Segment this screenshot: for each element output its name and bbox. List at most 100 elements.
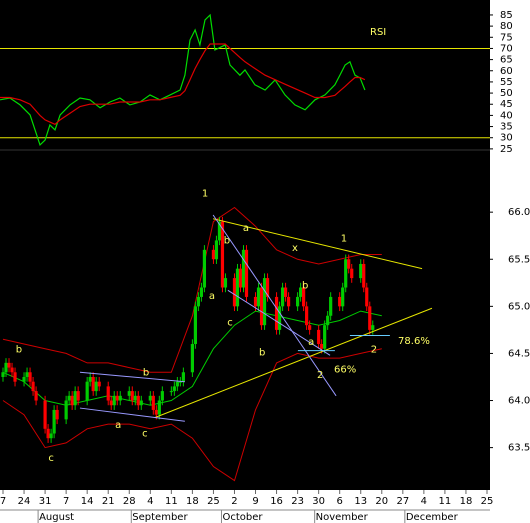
candle-body xyxy=(256,287,261,307)
y-tick-label: 85 xyxy=(500,10,513,21)
x-tick-label: 7 xyxy=(0,496,6,507)
candle-body xyxy=(175,381,179,387)
candle-body xyxy=(371,325,375,330)
month-label: November xyxy=(316,512,369,523)
candle-body xyxy=(112,395,116,406)
y-tick-label: 60 xyxy=(500,66,513,77)
y-tick-label: 65.5 xyxy=(508,254,530,265)
candle-body xyxy=(368,306,372,330)
candle-body xyxy=(350,268,354,279)
band-line xyxy=(2,206,382,373)
x-tick-label: 14 xyxy=(81,496,94,507)
annotation: c xyxy=(142,428,148,439)
x-tick-label: 11 xyxy=(439,496,452,507)
candle-body xyxy=(274,296,279,330)
candle-body xyxy=(265,278,270,297)
candle-body xyxy=(55,409,59,420)
candle-body xyxy=(67,395,71,401)
annotation: 78.6% xyxy=(398,336,430,347)
trend-line xyxy=(212,214,337,397)
x-tick-label: 16 xyxy=(270,496,283,507)
candle-body xyxy=(46,428,50,439)
candle-body xyxy=(133,395,137,401)
candle-body xyxy=(130,391,134,401)
candle-body xyxy=(64,400,68,420)
candle-body xyxy=(178,381,182,383)
annotation: c xyxy=(48,453,54,464)
x-tick-label: 18 xyxy=(186,496,199,507)
candle-body xyxy=(91,376,95,392)
trend-line xyxy=(79,407,185,422)
x-tick-label: 9 xyxy=(252,496,258,507)
panel-title: RSI xyxy=(370,27,386,38)
x-tick-label: 20 xyxy=(375,496,388,507)
candle-body xyxy=(76,391,80,401)
candle-body xyxy=(362,263,366,288)
trend-line xyxy=(79,371,185,383)
candle-body xyxy=(232,278,237,307)
candle-body xyxy=(181,372,185,382)
candle-body xyxy=(238,268,243,288)
candle-body xyxy=(157,400,161,415)
candle-body xyxy=(341,287,345,307)
candle-body xyxy=(154,409,158,415)
rsi-line xyxy=(0,13,366,146)
x-tick-label: 7 xyxy=(63,496,69,507)
candle-body xyxy=(139,400,143,406)
y-tick-label: 50 xyxy=(500,88,513,99)
candle-body xyxy=(308,325,312,330)
candle-body xyxy=(169,391,173,393)
month-label: December xyxy=(406,512,459,523)
trend-line xyxy=(154,307,433,418)
candle-body xyxy=(302,287,306,307)
annotation: a xyxy=(209,291,215,302)
candle-body xyxy=(299,287,303,297)
candle-body xyxy=(317,329,321,345)
band-line xyxy=(2,348,382,482)
annotation: 66% xyxy=(334,364,356,375)
x-tick-label: 25 xyxy=(481,496,494,507)
candle-body xyxy=(97,381,101,387)
y-tick-label: 40 xyxy=(500,110,513,121)
candle-body xyxy=(214,240,219,260)
date-strip xyxy=(0,490,490,523)
y-tick-label: 30 xyxy=(500,133,513,144)
x-tick-label: 25 xyxy=(207,496,220,507)
y-tick-label: 63.5 xyxy=(508,443,530,454)
candle-body xyxy=(70,395,74,406)
annotation: b xyxy=(302,281,308,292)
month-label: October xyxy=(222,512,263,523)
candle-body xyxy=(10,367,14,373)
candle-body xyxy=(344,259,348,288)
x-tick-label: 13 xyxy=(354,496,367,507)
candle-body xyxy=(277,306,282,330)
candle-body xyxy=(4,362,8,373)
annotation: a xyxy=(308,337,314,348)
candle-body xyxy=(338,296,342,307)
candle-body xyxy=(49,433,53,439)
candle-body xyxy=(193,306,197,345)
candle-body xyxy=(151,395,155,410)
candle-body xyxy=(115,395,119,401)
candle-body xyxy=(235,268,240,307)
annotation: 2 xyxy=(317,370,323,381)
candle-body xyxy=(31,381,35,392)
x-tick-label: 6 xyxy=(337,496,343,507)
candle-body xyxy=(241,249,246,288)
annotation: b xyxy=(16,345,22,356)
candle-body xyxy=(22,376,26,382)
y-tick-label: 64.5 xyxy=(508,348,530,359)
candle-body xyxy=(305,306,309,326)
x-tick-label: 23 xyxy=(291,496,304,507)
candle-body xyxy=(223,278,228,288)
x-tick-label: 21 xyxy=(102,496,115,507)
x-tick-label: 30 xyxy=(312,496,325,507)
candle-body xyxy=(283,287,288,297)
candle-body xyxy=(347,259,351,269)
candle-body xyxy=(196,296,201,307)
candle-body xyxy=(253,296,258,307)
candle-body xyxy=(199,287,204,297)
candle-body xyxy=(326,315,330,326)
y-tick-label: 70 xyxy=(500,43,513,54)
